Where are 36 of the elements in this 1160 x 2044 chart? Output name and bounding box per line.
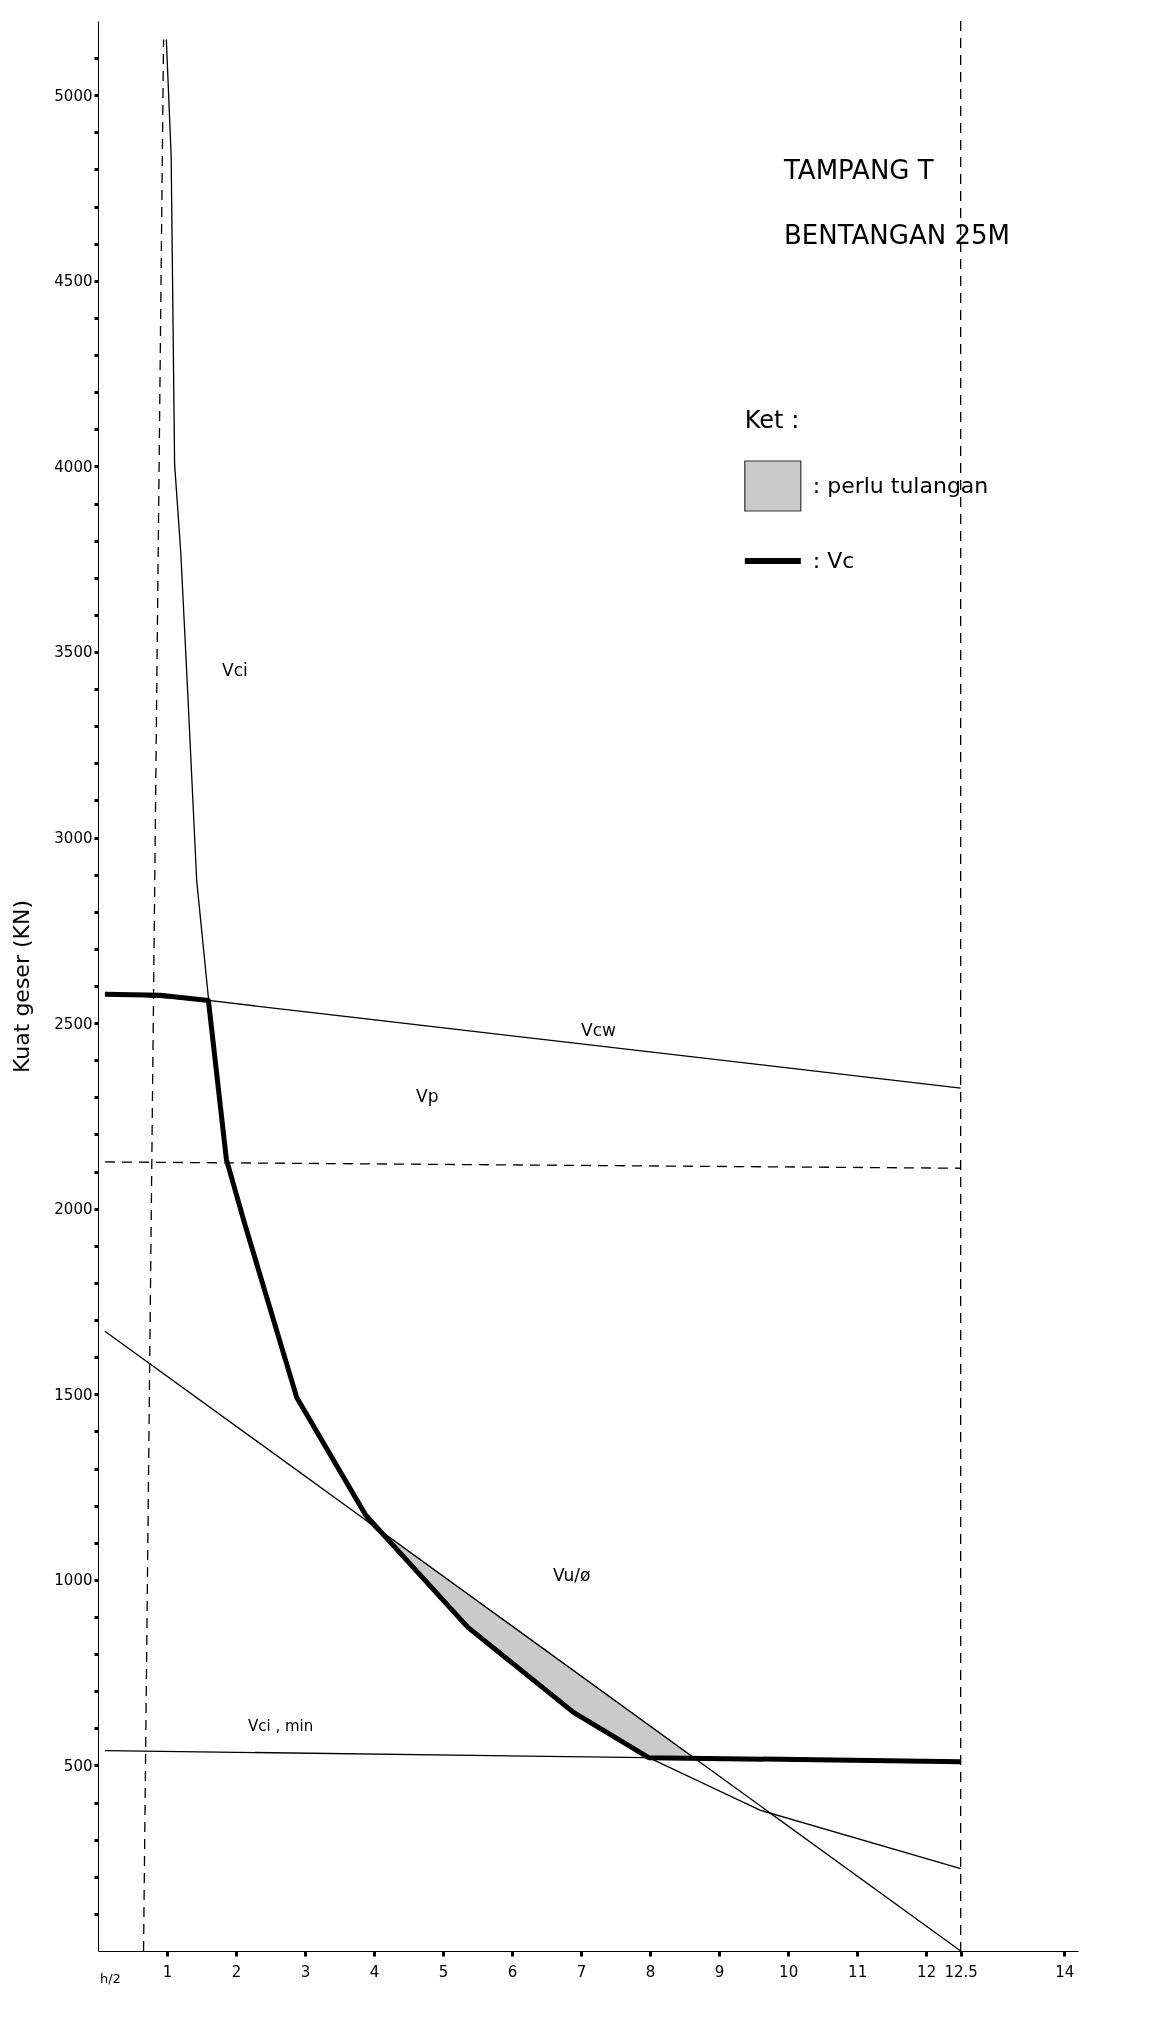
y-axis-title: Kuat geser (KN) — [9, 900, 35, 1073]
y-tick-label: 4500 — [54, 272, 93, 291]
x-tick-label: 14 — [1055, 1962, 1075, 1981]
annotation: Vci , min — [248, 1717, 314, 1735]
y-tick-label: 4000 — [54, 457, 93, 476]
text: h/2 — [100, 1971, 121, 1986]
y-tick-label: 500 — [63, 1756, 93, 1775]
annotation: Vci — [222, 660, 248, 680]
y-tick-label: 3000 — [54, 829, 93, 848]
x-tick-label: 6 — [507, 1962, 518, 1981]
text: BENTANGAN 25M — [784, 220, 1010, 250]
y-tick-label: 5000 — [54, 86, 93, 105]
x-tick-label: 4 — [369, 1962, 380, 1981]
y-tick-label: 3500 — [54, 643, 93, 662]
x-tick-label: 11 — [848, 1962, 868, 1981]
y-tick-label: 1500 — [54, 1385, 93, 1404]
x-tick-label: 1 — [162, 1962, 173, 1981]
annotation: Vu/ø — [553, 1565, 591, 1585]
x-tick-label: 12 — [917, 1962, 937, 1981]
y-tick-label: 1000 — [54, 1571, 93, 1590]
x-tick-label: 2 — [231, 1962, 242, 1981]
x-tick-label: 10 — [779, 1962, 799, 1981]
x-tick-label: 5 — [438, 1962, 449, 1981]
x-tick-label: 3 — [300, 1962, 311, 1981]
x-tick-label: 8 — [645, 1962, 656, 1981]
x-tick-label: 9 — [714, 1962, 725, 1981]
text: TAMPANG T — [783, 155, 934, 185]
y-tick-label: 2500 — [54, 1014, 93, 1033]
x-tick-label: 12.5 — [944, 1962, 978, 1981]
annotation: Vcw — [581, 1020, 616, 1040]
legend-title: Ket : — [744, 406, 800, 434]
legend-label: : perlu tulangan — [812, 473, 989, 498]
x-tick-label: 7 — [576, 1962, 587, 1981]
y-tick-label: 2000 — [54, 1200, 93, 1219]
legend-label: : Vc — [812, 548, 855, 573]
annotation: Vp — [416, 1086, 439, 1106]
